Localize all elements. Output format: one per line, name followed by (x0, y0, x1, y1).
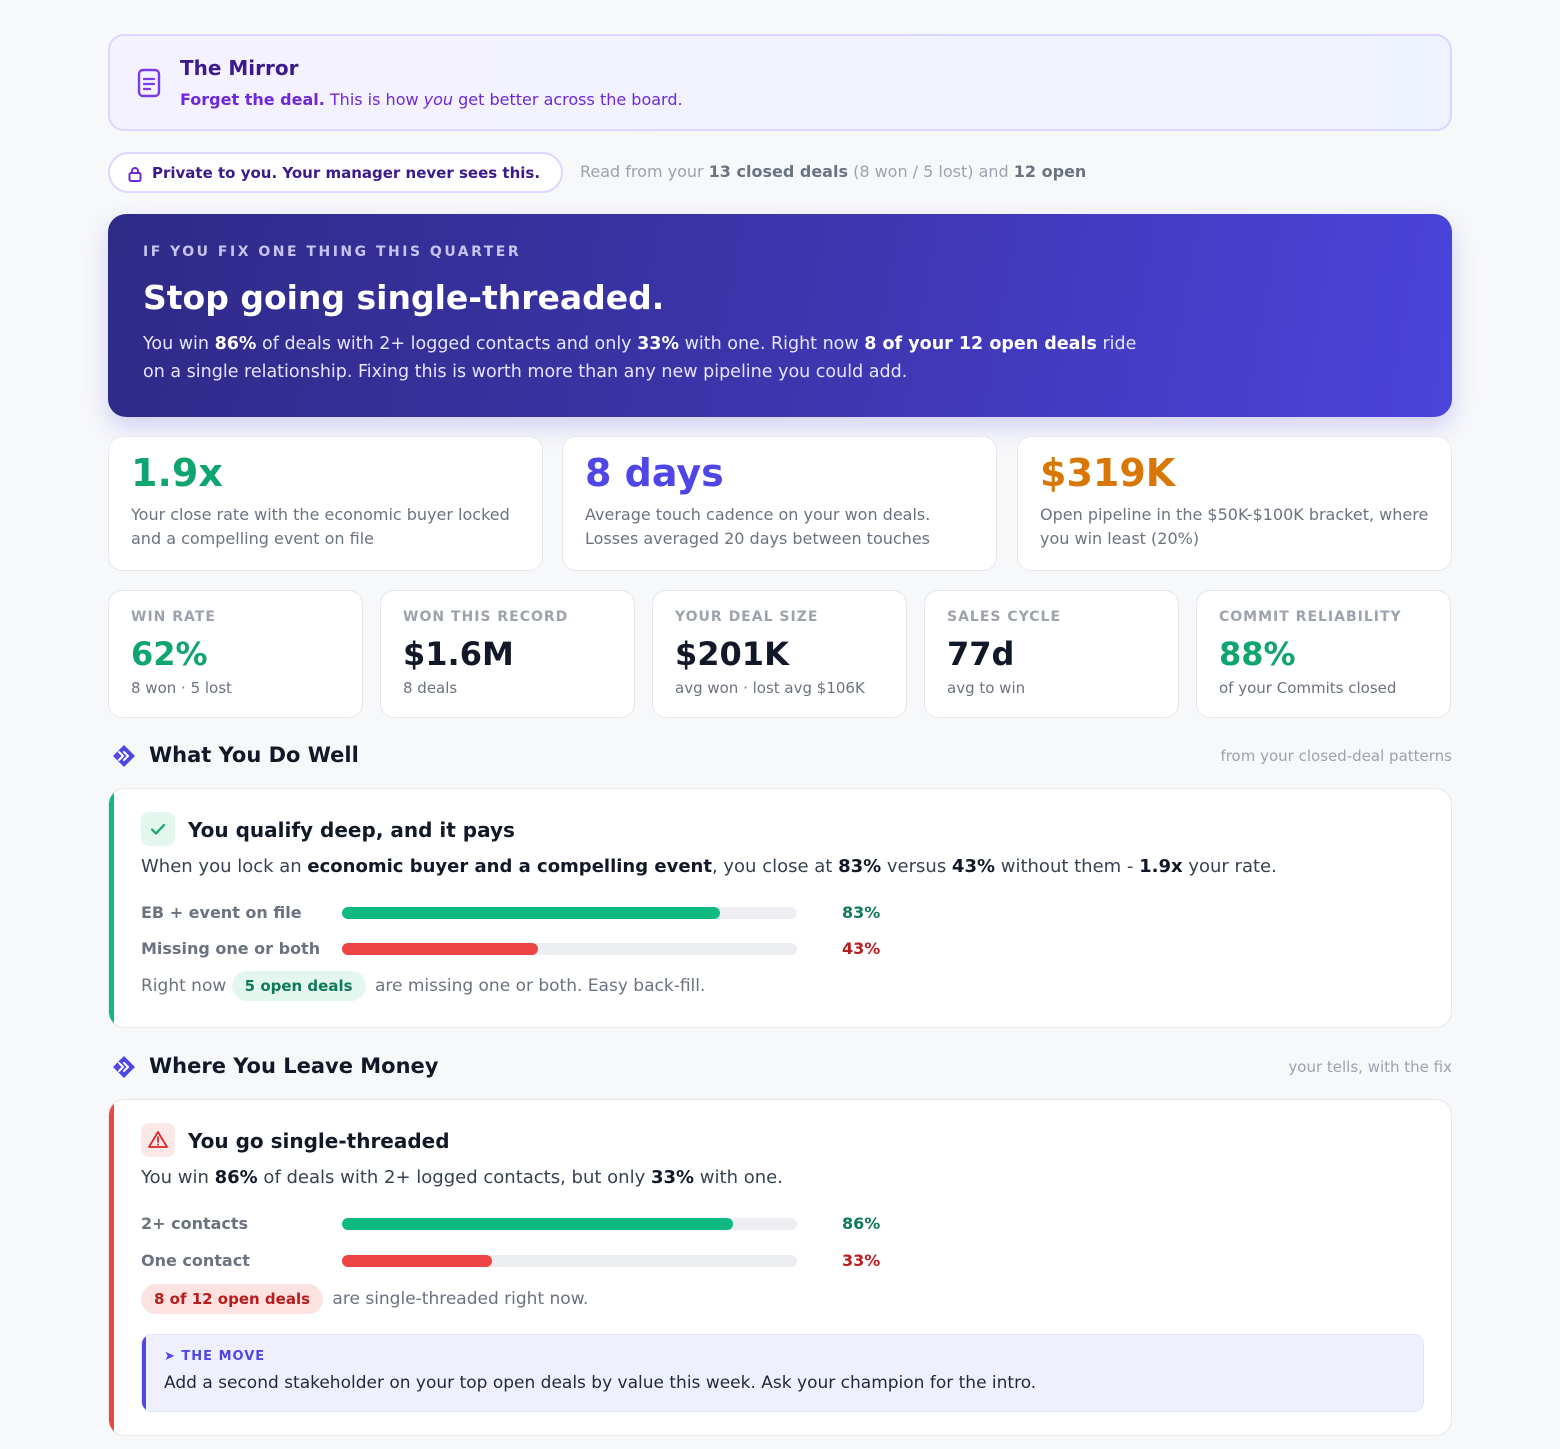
bar-fill (342, 1218, 734, 1230)
bar-label: 2+ contacts (141, 1214, 249, 1233)
kpi-label: WIN RATE (131, 609, 216, 625)
stat-description: Your close rate with the economic buyer … (131, 505, 510, 548)
chevrons-right-icon (113, 745, 135, 767)
privacy-badge: Private to you. Your manager never sees … (108, 152, 563, 193)
kpi-win-rate: WIN RATE 62% 8 won · 5 lost (108, 590, 363, 718)
chevrons-right-icon (113, 1056, 135, 1078)
kpi-label: SALES CYCLE (947, 609, 1062, 625)
section-hint: from your closed-deal patterns (1220, 747, 1452, 765)
kpi-sub: 8 won · 5 lost (131, 679, 232, 697)
bar-track (342, 1218, 797, 1230)
bar-percent: 86% (842, 1214, 881, 1233)
bar-fill (342, 943, 538, 955)
kpi-sales-cycle: SALES CYCLE 77d avg to win (924, 590, 1179, 718)
bar-label: Missing one or both (141, 939, 321, 958)
bar-percent: 43% (842, 939, 881, 958)
page-title: The Mirror (180, 56, 299, 80)
bar-row: EB + event on file 83% (141, 901, 901, 923)
kpi-commit-reliability: COMMIT RELIABILITY 88% of your Commits c… (1196, 590, 1451, 718)
stat-description: Average touch cadence on your won deals.… (585, 505, 931, 548)
insight-title: You qualify deep, and it pays (188, 818, 515, 842)
insight-body: You win 86% of deals with 2+ logged cont… (141, 1167, 783, 1188)
bar-fill (342, 1255, 493, 1267)
section-hint: your tells, with the fix (1288, 1058, 1452, 1076)
stat-value: $319K (1040, 451, 1176, 495)
hero-body: You win 86% of deals with 2+ logged cont… (143, 334, 1137, 382)
kpi-sub: avg won · lost avg $106K (675, 679, 865, 697)
insight-footnote: 8 of 12 open deals are single-threaded r… (141, 1284, 588, 1314)
kpi-value: 88% (1219, 635, 1296, 673)
insight-card-weakness: You go single-threaded You win 86% of de… (108, 1099, 1452, 1436)
document-icon (137, 68, 161, 98)
callout-accent (142, 1335, 146, 1411)
mirror-page: The Mirror Forget the deal. This is how … (108, 34, 1452, 1436)
bar-label: EB + event on file (141, 903, 302, 922)
warning-icon-badge (141, 1123, 175, 1157)
bar-track (342, 1255, 797, 1267)
section-header-weaknesses: Where You Leave Money your tells, with t… (108, 1051, 1452, 1081)
kpi-won-this-record: WON THIS RECORD $1.6M 8 deals (380, 590, 635, 718)
check-icon-badge (141, 812, 175, 846)
privacy-row: Private to you. Your manager never sees … (108, 152, 1452, 193)
check-icon (150, 823, 166, 835)
accent-bar (109, 1100, 114, 1435)
lock-icon (128, 167, 142, 182)
kpi-value: $201K (675, 635, 789, 673)
stat-description: Open pipeline in the $50K-$100K bracket,… (1040, 505, 1429, 548)
bar-percent: 83% (842, 903, 881, 922)
insight-footnote: Right now 5 open deals are missing one o… (141, 971, 705, 1001)
hero-card: IF YOU FIX ONE THING THIS QUARTER Stop g… (108, 214, 1452, 417)
kpi-sub: of your Commits closed (1219, 679, 1397, 697)
kpi-value: 62% (131, 635, 208, 673)
privacy-text: Private to you. Your manager never sees … (152, 164, 541, 182)
bar-row: 2+ contacts 86% (141, 1212, 901, 1234)
insight-title: You go single-threaded (188, 1129, 450, 1153)
headline-stats: 1.9x Your close rate with the economic b… (108, 436, 1452, 571)
move-text: Add a second stakeholder on your top ope… (164, 1373, 1037, 1393)
accent-bar (109, 789, 114, 1027)
section-title: Where You Leave Money (149, 1054, 439, 1078)
hero-title: Stop going single-threaded. (143, 278, 665, 317)
kpi-label: WON THIS RECORD (403, 609, 569, 625)
bar-track (342, 943, 797, 955)
bar-track (342, 907, 797, 919)
kpi-row: WIN RATE 62% 8 won · 5 lost WON THIS REC… (108, 590, 1452, 718)
bar-label: One contact (141, 1251, 250, 1270)
kpi-label: YOUR DEAL SIZE (675, 609, 819, 625)
data-source-note: Read from your 13 closed deals (8 won / … (580, 162, 1087, 181)
mirror-header: The Mirror Forget the deal. This is how … (108, 34, 1452, 131)
kpi-value: $1.6M (403, 635, 514, 673)
stat-value: 8 days (585, 451, 724, 495)
warning-icon (148, 1131, 168, 1148)
bar-percent: 33% (842, 1251, 881, 1270)
bar-row: Missing one or both 43% (141, 937, 901, 959)
kpi-sub: avg to win (947, 679, 1026, 697)
kpi-value: 77d (947, 635, 1015, 673)
hero-eyebrow: IF YOU FIX ONE THING THIS QUARTER (143, 244, 522, 260)
move-label: ➤ THE MOVE (164, 1349, 266, 1364)
stat-value: 1.9x (131, 451, 223, 495)
stat-card-touch-cadence: 8 days Average touch cadence on your won… (562, 436, 997, 571)
stat-card-open-pipeline: $319K Open pipeline in the $50K-$100K br… (1017, 436, 1452, 571)
the-move-callout: ➤ THE MOVE Add a second stakeholder on y… (141, 1334, 1424, 1412)
bar-row: One contact 33% (141, 1249, 901, 1271)
kpi-sub: 8 deals (403, 679, 458, 697)
open-deals-chip[interactable]: 5 open deals (231, 971, 366, 1001)
insight-body: When you lock an economic buyer and a co… (141, 856, 1277, 877)
section-title: What You Do Well (149, 743, 359, 767)
insight-card-strength: You qualify deep, and it pays When you l… (108, 788, 1452, 1028)
kpi-deal-size: YOUR DEAL SIZE $201K avg won · lost avg … (652, 590, 907, 718)
kpi-label: COMMIT RELIABILITY (1219, 609, 1402, 625)
stat-card-close-rate: 1.9x Your close rate with the economic b… (108, 436, 543, 571)
section-header-strengths: What You Do Well from your closed-deal p… (108, 740, 1452, 770)
page-subtitle: Forget the deal. This is how you get bet… (180, 90, 683, 109)
bar-fill (342, 907, 720, 919)
open-deals-chip[interactable]: 8 of 12 open deals (141, 1284, 324, 1314)
